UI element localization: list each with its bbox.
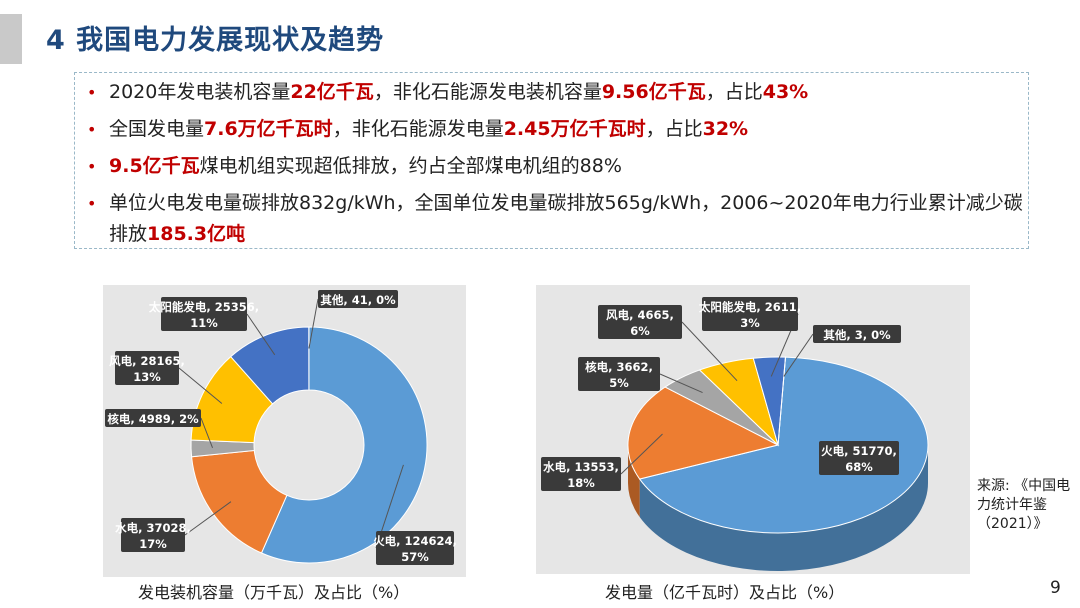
data-label-text: 6% bbox=[630, 324, 650, 338]
bullet-text: 2020年发电装机容量 bbox=[109, 81, 291, 103]
data-label-text: 5% bbox=[609, 376, 629, 390]
bullet-item: 全国发电量7.6万亿千瓦时，非化石能源发电量2.45万亿千瓦时，占比32% bbox=[85, 114, 1028, 145]
data-label-text: 其他, 3, 0% bbox=[823, 328, 891, 342]
data-label-text: 风电, 4665, bbox=[606, 308, 674, 322]
key-facts-box: 2020年发电装机容量22亿千瓦，非化石能源发电装机容量9.56亿千瓦，占比43… bbox=[74, 72, 1029, 249]
data-label-box bbox=[702, 297, 798, 331]
highlight-text: 9.5亿千瓦 bbox=[109, 155, 200, 177]
leader-line bbox=[659, 373, 703, 393]
data-label-text: 太阳能发电, 25356, bbox=[148, 300, 259, 314]
data-label-text: 火电, 51770, bbox=[821, 444, 897, 458]
data-label-text: 水电, 13553, bbox=[543, 460, 619, 474]
bullet-text: ，占比 bbox=[645, 118, 703, 140]
data-label-box bbox=[819, 441, 899, 475]
bullet-item: 9.5亿千瓦煤电机组实现超低排放，约占全部煤电机组的88% bbox=[85, 151, 1028, 182]
highlight-text: 185.3亿吨 bbox=[147, 223, 246, 245]
generation-chart-caption: 发电量（亿千瓦时）及占比（%） bbox=[605, 583, 845, 602]
highlight-text: 2.45万亿千瓦时 bbox=[503, 118, 646, 140]
leader-line bbox=[308, 298, 319, 349]
data-label: 水电, 37028, 17% bbox=[115, 518, 191, 552]
data-label: 核电, 3662, 5% bbox=[578, 357, 660, 391]
data-label: 太阳能发电, 2611, 3% bbox=[698, 297, 801, 331]
page-number: 9 bbox=[1050, 578, 1061, 598]
bullet-text: ，非化石能源发电装机容量 bbox=[373, 81, 602, 103]
highlight-text: 7.6万亿千瓦时 bbox=[204, 118, 333, 140]
data-label-text: 太阳能发电, 2611, bbox=[698, 300, 801, 314]
data-label-box bbox=[578, 357, 660, 391]
capacity-chart-caption: 发电装机容量（万千瓦）及占比（%） bbox=[138, 583, 410, 602]
data-label-box bbox=[318, 290, 398, 308]
data-label-text: 11% bbox=[190, 316, 218, 330]
bullet-item: 单位火电发电量碳排放832g/kWh，全国单位发电量碳排放565g/kWh，20… bbox=[85, 188, 1028, 250]
bullet-text: 单位火电发电量碳排放832g/kWh，全国单位发电量碳排放565g/kWh，20… bbox=[109, 192, 1023, 245]
generation-pie-chart: 火电, 51770, 68% 水电, 13553, 18% 核电, 3662, 5% 风电,… bbox=[536, 285, 970, 574]
pie-slice bbox=[627, 386, 780, 480]
leader-line bbox=[184, 501, 232, 536]
data-label: 火电, 51770, 68% bbox=[819, 441, 899, 475]
data-label-text: 核电, 4989, 2% bbox=[107, 412, 199, 426]
data-label: 核电, 4989, 2% bbox=[105, 409, 201, 427]
bullet-text: 煤电机组实现超低排放，约占全部煤电机组的88% bbox=[199, 155, 622, 177]
data-label-box bbox=[115, 351, 179, 385]
data-label-text: 核电, 3662, bbox=[585, 360, 653, 374]
leader-line bbox=[178, 367, 223, 404]
donut-slice bbox=[260, 326, 428, 564]
leader-line bbox=[246, 313, 276, 356]
pie-slice bbox=[638, 356, 929, 534]
data-label-box bbox=[376, 531, 454, 565]
data-label-text: 3% bbox=[740, 316, 760, 330]
data-label-box bbox=[598, 305, 682, 339]
highlight-text: 9.56亿千瓦 bbox=[601, 81, 706, 103]
highlight-text: 32% bbox=[702, 118, 749, 140]
bullet-text: 全国发电量 bbox=[109, 118, 205, 140]
data-label-text: 其他, 41, 0% bbox=[320, 293, 396, 307]
data-label-text: 火电, 124624, bbox=[373, 534, 457, 548]
data-label-box bbox=[121, 518, 185, 552]
data-label-text: 水电, 37028, bbox=[115, 521, 191, 535]
data-label: 其他, 41, 0% bbox=[318, 290, 398, 308]
generation-pie-svg: 火电, 51770, 68% 水电, 13553, 18% 核电, 3662, 5% 风电,… bbox=[541, 297, 929, 571]
leader-line bbox=[783, 333, 814, 377]
leader-line bbox=[200, 417, 214, 448]
capacity-donut-chart: 火电, 124624, 57% 水电, 37028, 17% 核电, 4989, 2% 风… bbox=[103, 285, 466, 577]
bullet-item: 2020年发电装机容量22亿千瓦，非化石能源发电装机容量9.56亿千瓦，占比43… bbox=[85, 77, 1028, 108]
highlight-text: 22亿千瓦 bbox=[290, 81, 374, 103]
data-label-box bbox=[161, 297, 247, 331]
capacity-donut-svg: 火电, 124624, 57% 水电, 37028, 17% 核电, 4989, 2% 风… bbox=[105, 290, 457, 565]
bullet-text: ，非化石能源发电量 bbox=[332, 118, 504, 140]
data-label: 风电, 4665, 6% bbox=[598, 305, 682, 339]
pie-slice-side bbox=[639, 445, 928, 571]
data-label: 风电, 28165, 13% bbox=[109, 351, 185, 385]
data-label-box bbox=[541, 457, 621, 491]
slide-title: 4 我国电力发展现状及趋势 bbox=[46, 25, 385, 56]
key-facts-list: 2020年发电装机容量22亿千瓦，非化石能源发电装机容量9.56亿千瓦，占比43… bbox=[75, 73, 1028, 250]
bullet-text: ，占比 bbox=[705, 81, 763, 103]
title-accent-bar bbox=[0, 14, 22, 64]
data-label-text: 17% bbox=[139, 537, 167, 551]
data-label-box bbox=[105, 409, 201, 427]
data-label: 火电, 124624, 57% bbox=[373, 531, 457, 565]
data-label-text: 57% bbox=[401, 550, 429, 564]
pie-slice bbox=[777, 356, 787, 446]
leader-line bbox=[620, 433, 663, 475]
data-label-text: 13% bbox=[133, 370, 161, 384]
highlight-text: 43% bbox=[762, 81, 809, 103]
data-label-text: 68% bbox=[845, 460, 873, 474]
data-label-text: 风电, 28165, bbox=[109, 354, 185, 368]
leader-line bbox=[681, 321, 738, 382]
data-label-text: 18% bbox=[567, 476, 595, 490]
data-label: 水电, 13553, 18% bbox=[541, 457, 621, 491]
source-note: 来源: 《中国电力统计年鉴（2021）》 bbox=[977, 478, 1071, 532]
data-label: 其他, 3, 0% bbox=[813, 325, 901, 343]
data-label-box bbox=[813, 325, 901, 343]
data-label: 太阳能发电, 25356, 11% bbox=[148, 297, 259, 331]
